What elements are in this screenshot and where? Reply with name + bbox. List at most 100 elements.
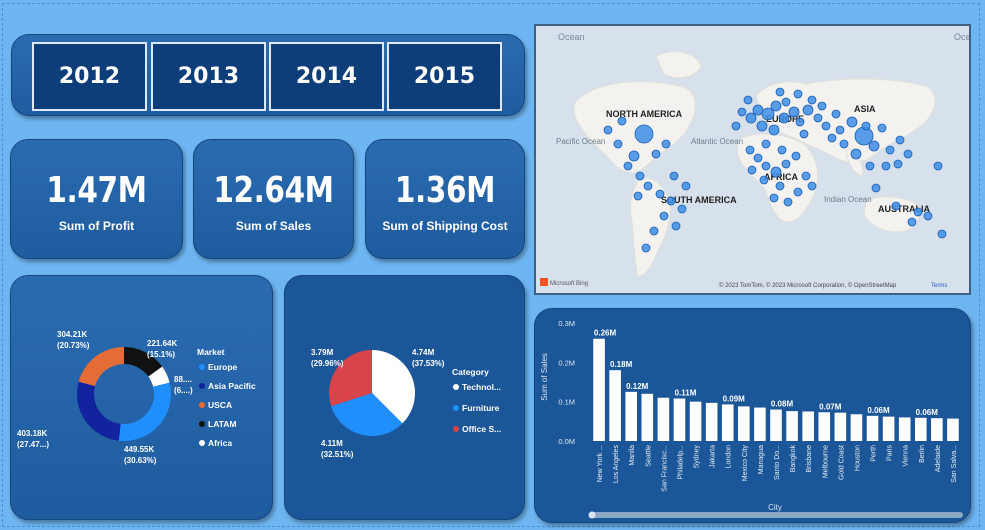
bar-10[interactable] <box>754 407 766 441</box>
pie-slice-2[interactable] <box>329 350 372 407</box>
year-button-2012[interactable]: 2012 <box>32 42 147 111</box>
donut-slice-usca[interactable] <box>78 347 124 387</box>
legend-item-0[interactable]: Technol... <box>462 382 501 392</box>
bar-data-labels: 0.26M 0.18M 0.12M 0.11M 0.09M 0.08M 0.07M 0.06M… <box>594 329 938 417</box>
x-tick-label: San Francisc... <box>661 445 668 492</box>
legend-item-1[interactable]: Furniture <box>462 403 500 413</box>
map-point <box>641 243 651 253</box>
map-point <box>775 181 785 191</box>
x-tick-label: Manila <box>629 445 636 466</box>
bar-scrollbar-handle[interactable] <box>588 511 596 519</box>
market-donut-card: 304.21K (20.73%) 221.64K (15.1%) 88.... … <box>10 275 273 520</box>
label-north-america: NORTH AMERICA <box>606 109 683 119</box>
kpi-card-shipping-cost[interactable]: 1.36M Sum of Shipping Cost <box>365 139 525 259</box>
bar-scrollbar[interactable] <box>589 512 963 518</box>
bar-22[interactable] <box>947 418 959 441</box>
map-point <box>756 120 768 132</box>
pie-slice-1[interactable] <box>331 393 403 436</box>
donut-slice-asia-pacific[interactable] <box>76 381 121 441</box>
label-atlantic-ocean: Atlantic Ocean <box>691 137 743 146</box>
x-tick-label: Bangkok <box>790 445 797 473</box>
year-button-2013[interactable]: 2013 <box>151 42 266 111</box>
map-canvas[interactable]: Ocean Oce NORTH AMERICA SOUTH AMERICA EU… <box>536 26 969 293</box>
bar-12[interactable] <box>786 411 798 441</box>
bar-18[interactable] <box>882 416 895 441</box>
bar-3[interactable] <box>641 393 654 441</box>
map-point <box>603 125 613 135</box>
city-sales-bar-chart[interactable]: 0.0M 0.1M 0.2M 0.3M New York ... Los Angeles… <box>535 309 972 524</box>
bar-2[interactable] <box>625 391 638 441</box>
x-tick-label: Adelaide <box>935 445 942 472</box>
map-point <box>831 109 841 119</box>
category-legend-title: Category <box>452 367 489 377</box>
x-tick-label: Melbourne <box>822 445 829 478</box>
label-australia: AUSTRALIA <box>878 204 930 214</box>
map-point <box>775 87 785 97</box>
bar-data-label: 0.12M <box>626 382 649 391</box>
map-point <box>793 187 803 197</box>
bar-0[interactable] <box>593 338 605 441</box>
bar-8[interactable] <box>721 404 734 441</box>
map-point <box>617 116 627 126</box>
bar-5[interactable] <box>673 398 686 441</box>
bar-19[interactable] <box>898 417 911 441</box>
donut-slice-latam[interactable] <box>124 347 163 377</box>
legend-item-asia-pacific[interactable]: Asia Pacific <box>208 381 256 391</box>
category-pie-chart[interactable]: 3.79M (29.96%) 4.74M (37.53%) 4.11M (32.… <box>285 276 526 521</box>
bar-data-label: 0.06M <box>867 406 890 415</box>
map-point <box>802 104 814 116</box>
map-point <box>793 89 803 99</box>
year-button-2015[interactable]: 2015 <box>387 42 502 111</box>
map-point <box>781 159 791 169</box>
pie-slice-0[interactable] <box>372 350 415 424</box>
map-point <box>861 121 871 131</box>
kpi-value: 1.47M <box>46 170 147 211</box>
bar-9[interactable] <box>738 406 750 441</box>
map-point <box>801 171 811 181</box>
bar-21[interactable] <box>931 418 943 441</box>
bar-16[interactable] <box>850 414 863 441</box>
year-button-2014[interactable]: 2014 <box>269 42 384 111</box>
bar-13[interactable] <box>802 411 814 442</box>
kpi-card-profit[interactable]: 1.47M Sum of Profit <box>10 139 183 259</box>
map-point <box>628 150 640 162</box>
legend-item-2[interactable]: Office S... <box>462 424 501 434</box>
pie-label-furniture-value: 4.11M <box>321 439 343 448</box>
map-point <box>623 161 633 171</box>
y-tick-label: 0.1M <box>558 398 575 407</box>
donut-slice-africa[interactable] <box>148 366 170 387</box>
label-pacific-ocean: Pacific Ocean <box>556 137 605 146</box>
map-point <box>761 161 771 171</box>
map-point <box>643 181 653 191</box>
bar-7[interactable] <box>705 402 718 441</box>
bar-4[interactable] <box>657 397 670 441</box>
legend-item-usca[interactable]: USCA <box>208 400 232 410</box>
map-point <box>661 139 671 149</box>
bar-y-axis-title: Sum of Sales <box>540 353 549 401</box>
map-point <box>839 139 849 149</box>
sales-map[interactable]: Ocean Oce NORTH AMERICA SOUTH AMERICA EU… <box>534 24 971 295</box>
bar-15[interactable] <box>834 412 847 441</box>
bar-marks <box>593 338 959 442</box>
bar-17[interactable] <box>866 415 879 441</box>
legend-item-africa[interactable]: Africa <box>208 438 232 448</box>
bar-14[interactable] <box>818 412 831 441</box>
map-point <box>865 161 875 171</box>
category-pie-card: 3.79M (29.96%) 4.74M (37.53%) 4.11M (32.… <box>284 275 525 520</box>
bar-6[interactable] <box>689 401 702 441</box>
x-tick-label: Mexico City <box>742 445 749 482</box>
kpi-card-sales[interactable]: 12.64M Sum of Sales <box>193 139 354 259</box>
x-tick-label: San Salva... <box>951 445 958 483</box>
legend-item-europe[interactable]: Europe <box>208 362 238 372</box>
map-points <box>603 87 947 253</box>
bar-11[interactable] <box>770 409 782 441</box>
map-point <box>907 217 917 227</box>
map-point <box>745 112 757 124</box>
legend-item-latam[interactable]: LATAM <box>208 419 236 429</box>
bar-data-label: 0.07M <box>819 402 842 411</box>
kpi-label: Sum of Shipping Cost <box>382 219 508 233</box>
market-donut-chart[interactable]: 304.21K (20.73%) 221.64K (15.1%) 88.... … <box>11 276 274 521</box>
bar-20[interactable] <box>914 417 927 441</box>
donut-slice-europe[interactable] <box>118 382 171 441</box>
bar-1[interactable] <box>609 370 621 441</box>
